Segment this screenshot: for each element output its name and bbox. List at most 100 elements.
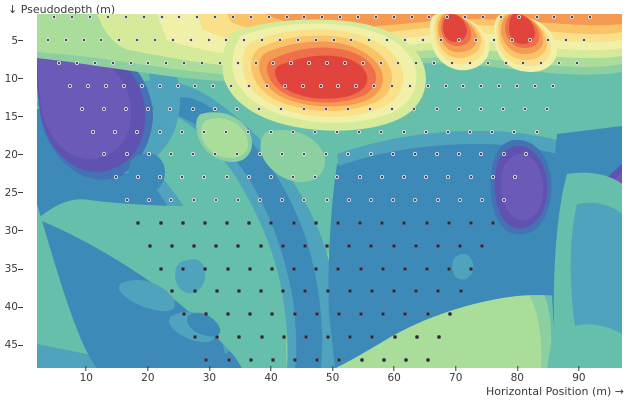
data-point-marker [446,220,451,225]
data-point-marker [355,15,360,20]
data-point-marker [279,152,284,157]
data-point-marker [147,243,152,248]
data-point-marker [359,312,364,317]
data-point-marker [159,15,164,20]
data-point-marker [258,243,263,248]
data-point-marker [324,198,329,203]
data-point-marker [498,15,503,20]
data-point-marker [368,198,373,203]
x-axis-tick: 60 [387,366,401,384]
data-point-marker [158,220,163,225]
data-point-marker [346,198,351,203]
data-point-marker [563,38,568,43]
data-point-marker [102,152,107,157]
data-point-marker [368,152,373,157]
data-point-marker [45,38,50,43]
x-tick-mark [208,366,210,371]
data-point-marker [315,357,320,362]
data-point-marker [152,38,157,43]
data-point-marker [320,15,325,20]
data-point-marker [224,175,229,180]
data-point-marker [271,60,276,65]
data-point-marker [342,60,347,65]
data-point-marker [550,83,555,88]
data-point-marker [370,335,375,340]
data-point-marker [303,289,308,294]
data-point-marker [135,38,140,43]
data-point-marker [336,83,341,88]
data-point-marker [539,60,544,65]
data-point-marker [180,175,185,180]
x-axis-tick: 70 [449,366,462,384]
data-point-marker [345,106,350,111]
data-point-marker [336,266,341,271]
data-point-marker [432,60,437,65]
y-axis-tick: 40 [5,301,23,313]
x-axis-title: Horizontal Position (m) → [486,385,624,398]
data-point-marker [413,198,418,203]
data-point-marker [206,38,211,43]
data-point-marker [236,243,241,248]
data-point-marker [225,266,230,271]
data-point-marker [510,38,515,43]
data-point-marker [248,312,253,317]
y-tick-mark [18,192,23,194]
data-point-marker [136,220,141,225]
data-point-marker [491,220,496,225]
data-point-marker [426,357,431,362]
data-point-marker [391,198,396,203]
data-point-marker [413,243,418,248]
data-point-marker [358,266,363,271]
data-point-marker [81,38,86,43]
y-tick-mark [18,344,23,346]
data-point-marker [445,15,450,20]
data-point-marker [380,220,385,225]
data-point-marker [279,106,284,111]
data-point-marker [380,266,385,271]
data-point-marker [314,266,319,271]
data-point-marker [302,15,307,20]
y-axis-tick: 45 [5,339,23,351]
data-point-marker [575,60,580,65]
data-point-marker [291,175,296,180]
data-point-marker [247,220,252,225]
data-point-marker [450,60,455,65]
data-point-marker [52,15,57,20]
data-point-marker [335,129,339,134]
x-axis-tick: 50 [326,366,339,384]
data-point-marker [147,198,152,203]
data-point-marker [523,152,528,157]
data-point-marker [474,38,479,43]
data-point-marker [215,335,220,340]
data-point-marker [236,289,241,294]
y-tick-mark [18,116,23,118]
data-point-marker [313,220,318,225]
data-point-marker [257,106,262,111]
data-point-marker [479,152,484,157]
data-point-marker [258,198,263,203]
data-point-marker [270,357,275,362]
data-point-marker [68,83,73,88]
data-point-marker [213,152,218,157]
data-point-marker [124,152,129,157]
data-point-marker [159,266,164,271]
data-point-marker [485,60,490,65]
data-point-marker [290,129,295,134]
data-point-marker [521,60,526,65]
y-tick-mark [18,40,23,42]
data-point-marker [447,266,452,271]
x-tick-mark [85,366,87,371]
data-point-marker [392,335,397,340]
data-point-marker [373,15,378,20]
data-point-marker [157,83,162,88]
y-axis-tick: 10 [5,73,23,85]
data-point-marker [434,106,439,111]
data-point-marker [235,60,240,65]
data-point-marker [301,152,306,157]
data-point-marker [224,38,229,43]
data-point-marker [211,83,216,88]
x-axis-tick: 40 [264,366,278,384]
data-point-marker [325,243,330,248]
data-point-marker [225,220,230,225]
data-point-marker [192,243,197,248]
